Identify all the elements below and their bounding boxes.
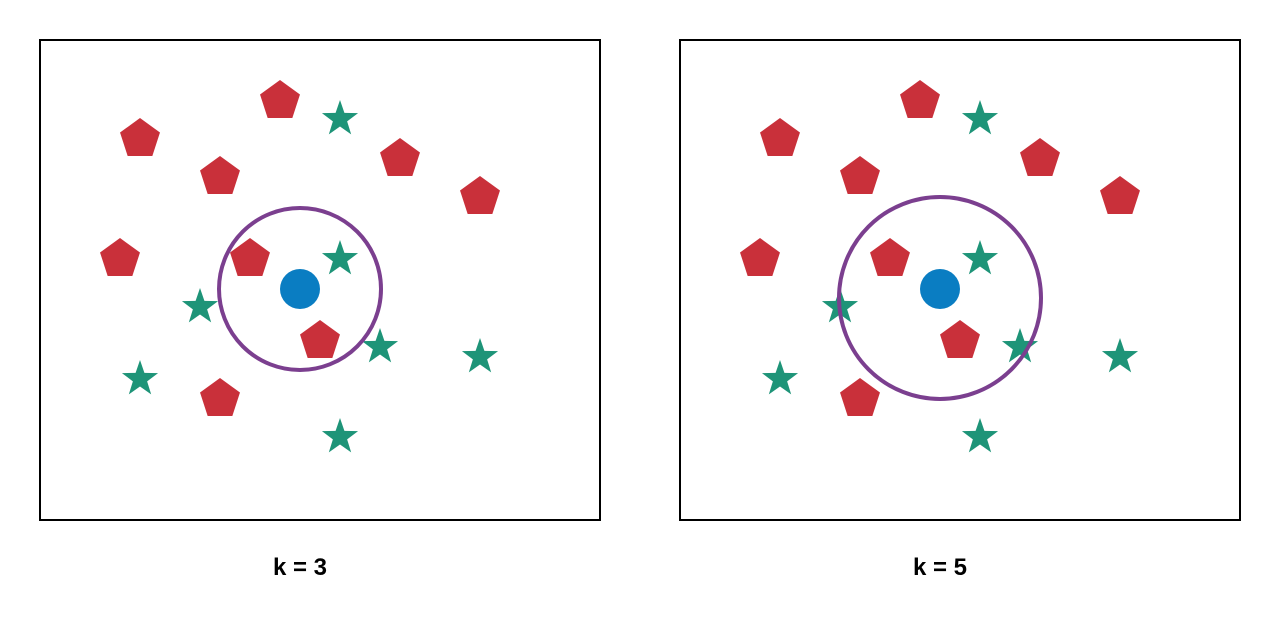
- neighborhood-circle: [217, 206, 383, 372]
- green-star-icon: [961, 240, 999, 275]
- query-point: [280, 269, 320, 309]
- red-pentagon-icon: [100, 238, 140, 276]
- red-pentagon-icon: [840, 378, 880, 416]
- panel-frame: [679, 39, 1241, 521]
- neighborhood-circle: [837, 195, 1043, 401]
- green-star-icon: [321, 100, 359, 135]
- red-pentagon-icon: [230, 238, 270, 276]
- red-pentagon-icon: [200, 156, 240, 194]
- red-pentagon-icon: [870, 238, 910, 276]
- panel-caption: k = 3: [273, 554, 327, 581]
- red-pentagon-icon: [300, 320, 340, 358]
- red-pentagon-icon: [900, 80, 940, 118]
- green-star-icon: [1101, 338, 1139, 373]
- red-pentagon-icon: [200, 378, 240, 416]
- red-pentagon-icon: [380, 138, 420, 176]
- points-group: [100, 80, 500, 453]
- panel-k5: k = 5: [679, 39, 1241, 581]
- green-star-icon: [1001, 328, 1039, 363]
- green-star-icon: [461, 338, 499, 373]
- green-star-icon: [181, 288, 219, 323]
- red-pentagon-icon: [120, 118, 160, 156]
- green-star-icon: [761, 360, 799, 395]
- green-star-icon: [321, 418, 359, 453]
- green-star-icon: [121, 360, 159, 395]
- red-pentagon-icon: [260, 80, 300, 118]
- query-point: [920, 269, 960, 309]
- red-pentagon-icon: [1020, 138, 1060, 176]
- points-group: [740, 80, 1140, 453]
- panel-frame: [39, 39, 601, 521]
- red-pentagon-icon: [1100, 176, 1140, 214]
- red-pentagon-icon: [840, 156, 880, 194]
- green-star-icon: [961, 100, 999, 135]
- red-pentagon-icon: [460, 176, 500, 214]
- green-star-icon: [321, 240, 359, 275]
- panel-k3: k = 3: [39, 39, 601, 581]
- red-pentagon-icon: [760, 118, 800, 156]
- red-pentagon-icon: [740, 238, 780, 276]
- red-pentagon-icon: [940, 320, 980, 358]
- green-star-icon: [361, 328, 399, 363]
- panel-caption: k = 5: [913, 554, 967, 581]
- green-star-icon: [961, 418, 999, 453]
